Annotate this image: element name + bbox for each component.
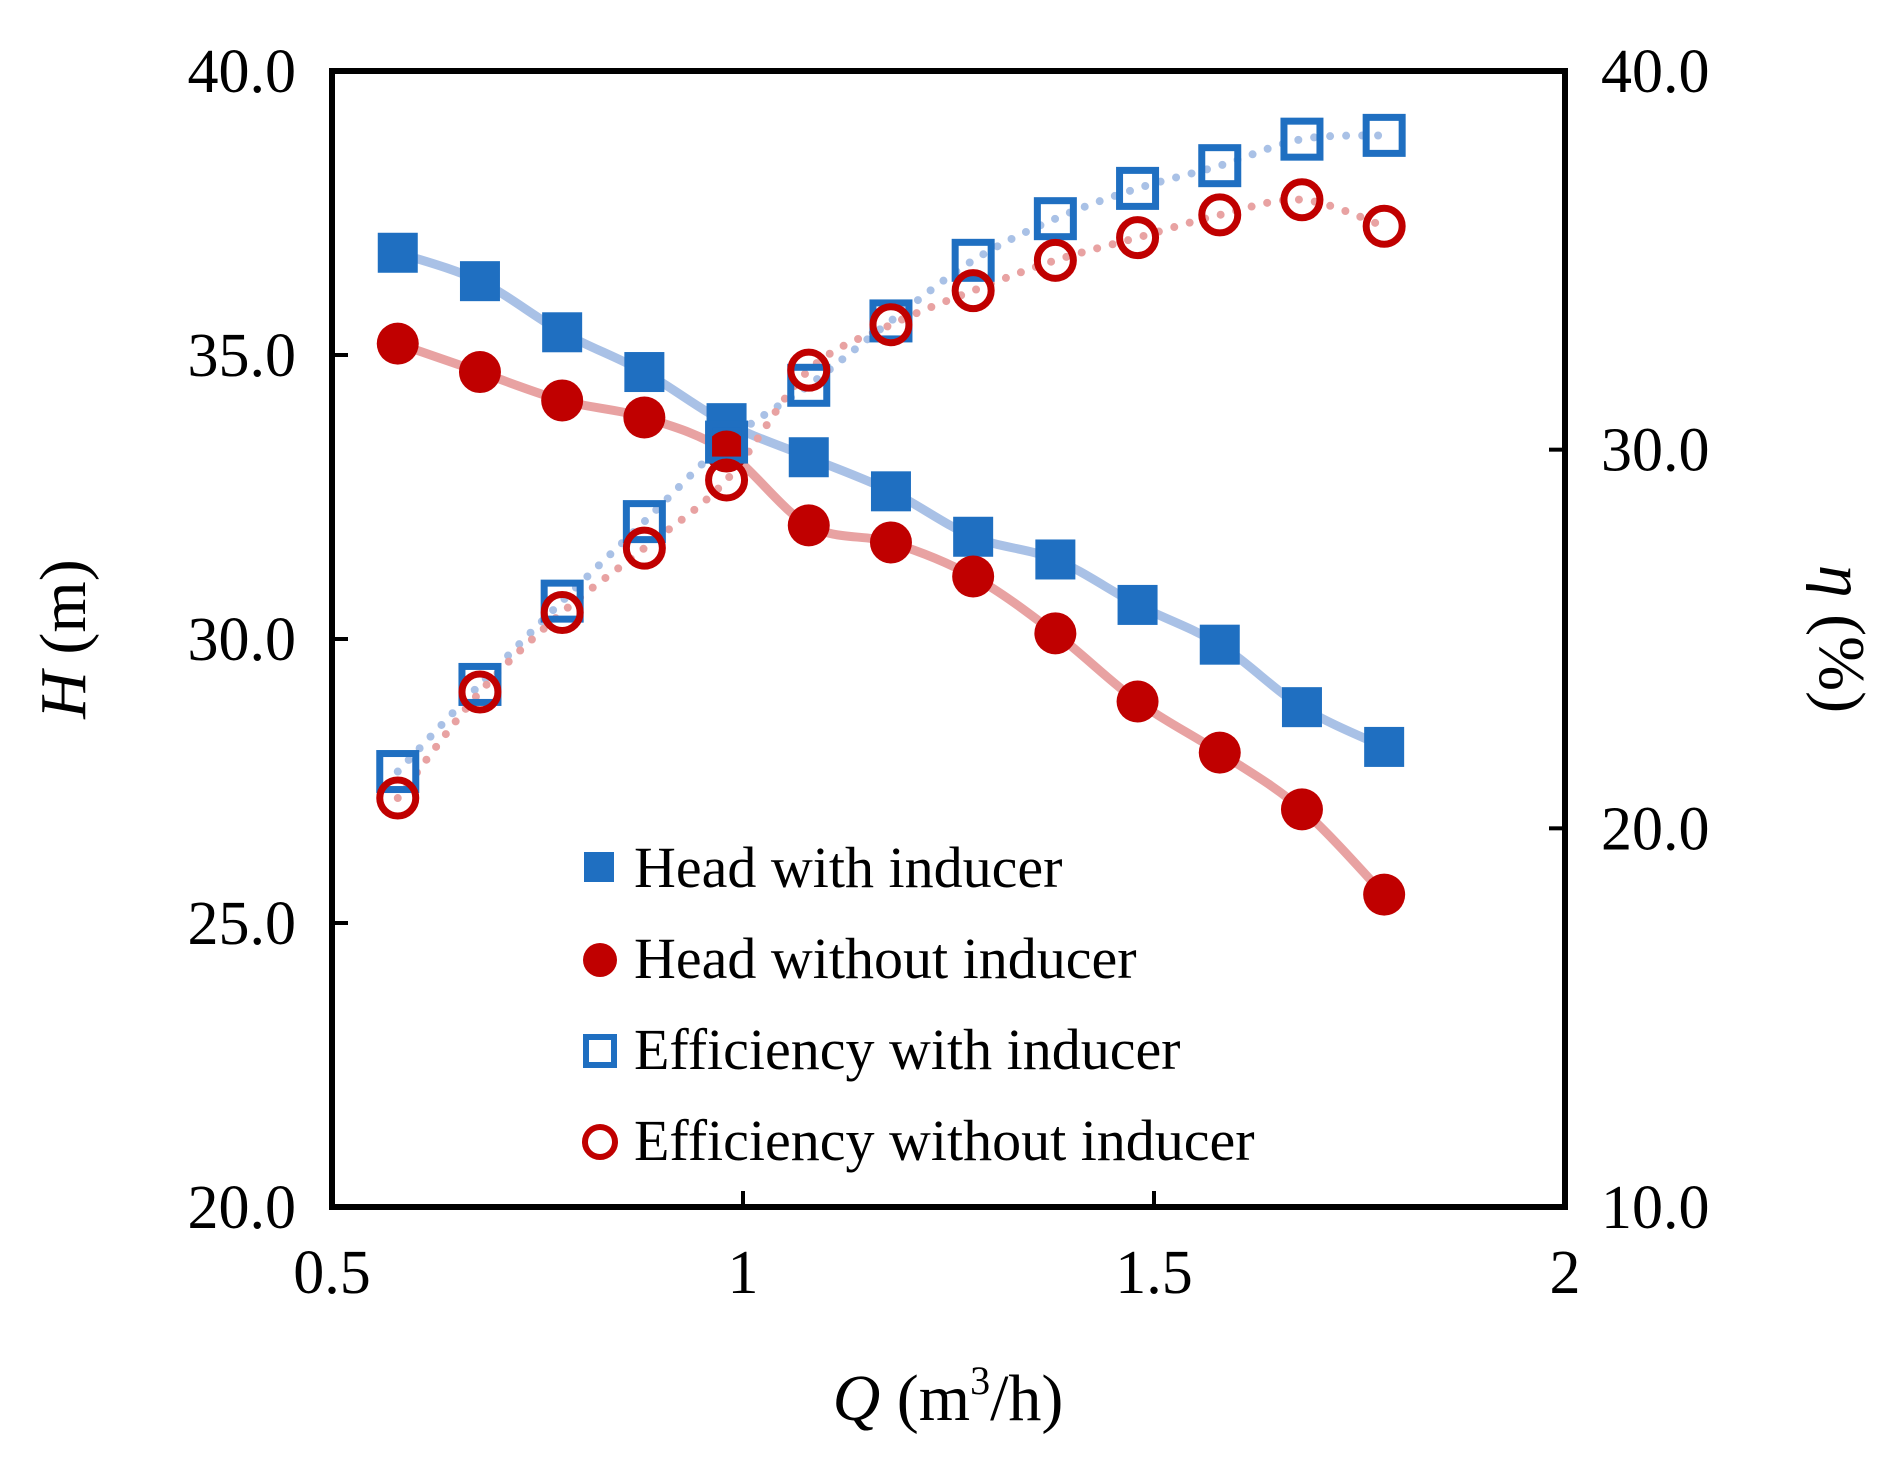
x-tick-label: 1.5 xyxy=(1115,1239,1193,1307)
y-right-axis-unit: (%) xyxy=(1805,598,1878,713)
data-point-efficiency-with-inducer xyxy=(1033,197,1077,241)
y-left-tick-label: 20.0 xyxy=(188,1174,297,1242)
y-left-tick-label: 40.0 xyxy=(188,38,297,106)
data-point-head-without-inducer xyxy=(1363,873,1406,916)
data-point-head-with-inducer xyxy=(1035,539,1076,580)
legend-item-head-without-inducer: Head without inducer xyxy=(583,926,1137,991)
axis-ticks: 0.5 1 1.5 2 20.0 25.0 30.0 35.0 40.0 10.0 20.0 30.0… xyxy=(188,38,1710,1307)
data-point-efficiency-without-inducer xyxy=(376,776,420,820)
x-axis-unit-post: /h) xyxy=(990,1362,1063,1435)
data-point-head-with-inducer xyxy=(624,352,665,393)
data-point-efficiency-without-inducer xyxy=(1362,204,1406,248)
legend-marker-filled-square xyxy=(584,852,614,882)
data-point-head-without-inducer xyxy=(1198,731,1241,774)
y-left-tick-label: 30.0 xyxy=(188,606,297,674)
data-point-efficiency-with-inducer xyxy=(1362,113,1406,157)
data-point-efficiency-with-inducer xyxy=(376,750,420,794)
y-right-tick-label: 20.0 xyxy=(1601,795,1710,863)
data-point-head-with-inducer xyxy=(1199,624,1240,665)
data-point-head-without-inducer xyxy=(623,396,666,439)
data-point-efficiency-without-inducer xyxy=(1116,216,1160,260)
data-point-head-with-inducer xyxy=(1364,726,1405,767)
legend-label-efficiency-with-inducer: Efficiency with inducer xyxy=(634,1017,1181,1082)
data-point-head-without-inducer xyxy=(1280,788,1323,831)
legend-marker-filled-circle xyxy=(583,943,617,977)
y-right-tick-label: 30.0 xyxy=(1601,417,1710,485)
data-point-head-without-inducer xyxy=(1116,680,1159,723)
x-tick-label: 2 xyxy=(1550,1239,1581,1307)
data-point-head-without-inducer xyxy=(376,322,419,365)
legend: Head with inducer Head without inducer E… xyxy=(582,835,1255,1173)
data-point-efficiency-without-inducer xyxy=(1033,238,1077,282)
legend-item-head-with-inducer: Head with inducer xyxy=(584,835,1062,900)
data-point-efficiency-without-inducer xyxy=(540,590,584,634)
x-axis-symbol: Q xyxy=(833,1362,881,1435)
x-axis-unit-sup: 3 xyxy=(970,1358,990,1403)
y-right-axis-symbol: η xyxy=(1805,565,1878,598)
data-point-efficiency-with-inducer xyxy=(1280,117,1324,161)
x-tick-label: 1 xyxy=(728,1239,759,1307)
data-point-efficiency-with-inducer xyxy=(1198,144,1242,188)
data-point-efficiency-with-inducer xyxy=(951,238,995,282)
y-left-axis-title: H (m) xyxy=(27,559,100,719)
data-markers xyxy=(376,113,1406,916)
data-point-head-without-inducer xyxy=(869,521,912,564)
trend-line-efficiency-with-inducer xyxy=(393,131,1389,776)
legend-item-efficiency-with-inducer: Efficiency with inducer xyxy=(583,1017,1181,1082)
y-left-axis-unit: (m) xyxy=(27,559,100,671)
data-point-head-with-inducer xyxy=(1281,687,1322,728)
data-point-head-with-inducer xyxy=(953,516,994,557)
x-axis-unit-pre: (m xyxy=(880,1362,970,1435)
data-point-efficiency-with-inducer xyxy=(787,363,831,407)
legend-label-head-without-inducer: Head without inducer xyxy=(634,926,1137,991)
x-axis-title: Q (m3/h) xyxy=(833,1358,1064,1435)
legend-label-head-with-inducer: Head with inducer xyxy=(634,835,1062,900)
x-tick-label: 0.5 xyxy=(293,1239,371,1307)
y-left-axis-symbol: H xyxy=(27,668,100,720)
data-point-efficiency-without-inducer xyxy=(458,670,502,714)
data-point-head-without-inducer xyxy=(952,555,995,598)
data-point-efficiency-without-inducer xyxy=(1280,178,1324,222)
data-point-efficiency-without-inducer xyxy=(705,458,749,502)
data-point-efficiency-without-inducer xyxy=(1198,193,1242,237)
data-point-head-without-inducer xyxy=(541,379,584,422)
y-right-tick-label: 10.0 xyxy=(1601,1174,1710,1242)
legend-item-efficiency-without-inducer: Efficiency without inducer xyxy=(582,1108,1255,1173)
y-right-tick-label: 40.0 xyxy=(1601,38,1710,106)
data-point-efficiency-without-inducer xyxy=(622,526,666,570)
data-point-efficiency-without-inducer xyxy=(951,269,995,313)
legend-label-efficiency-without-inducer: Efficiency without inducer xyxy=(634,1108,1255,1173)
y-right-axis-title: η (%) xyxy=(1805,565,1878,713)
data-point-efficiency-with-inducer xyxy=(622,500,666,544)
data-point-head-with-inducer xyxy=(788,437,829,478)
data-point-head-with-inducer xyxy=(1117,584,1158,625)
legend-marker-open-square xyxy=(583,1034,617,1068)
trend-lines xyxy=(393,131,1389,900)
data-point-head-with-inducer xyxy=(870,471,911,512)
y-left-tick-label: 35.0 xyxy=(188,322,297,390)
data-point-head-without-inducer xyxy=(458,351,501,394)
data-point-head-with-inducer xyxy=(542,312,583,353)
data-point-head-with-inducer xyxy=(459,261,500,302)
legend-marker-open-circle xyxy=(582,1124,618,1160)
data-point-head-without-inducer xyxy=(787,504,830,547)
data-point-efficiency-with-inducer xyxy=(1116,166,1160,210)
data-point-head-with-inducer xyxy=(377,232,418,273)
data-point-head-without-inducer xyxy=(1034,612,1077,655)
y-left-tick-label: 25.0 xyxy=(188,890,297,958)
data-point-efficiency-without-inducer xyxy=(869,303,913,347)
data-point-efficiency-without-inducer xyxy=(787,348,831,392)
